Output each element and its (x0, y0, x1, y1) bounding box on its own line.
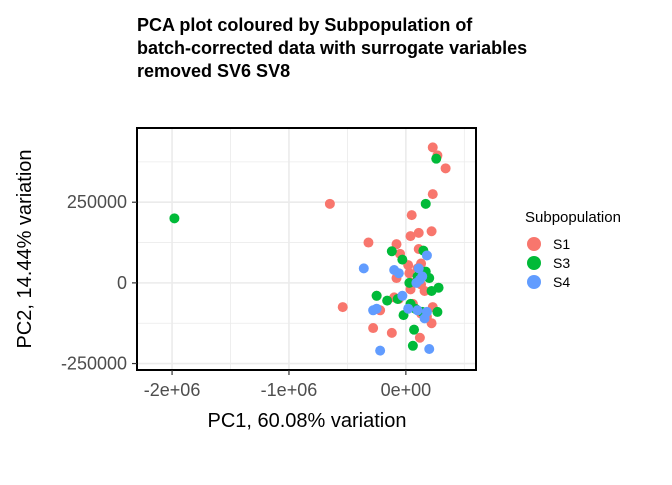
x-tick-label: -1e+06 (261, 380, 318, 400)
point-s4 (424, 344, 435, 355)
legend-key-s1 (527, 237, 541, 251)
x-axis-ticks: -2e+06 -1e+06 0e+00 (144, 370, 431, 400)
y-tick-label: 250000 (67, 192, 127, 212)
point-s3 (386, 246, 397, 257)
point-s4 (403, 303, 414, 314)
legend-label-s3: S3 (553, 255, 570, 271)
x-tick-label: 0e+00 (381, 380, 432, 400)
point-s1 (406, 210, 417, 221)
point-s1 (324, 198, 335, 209)
data-points (169, 142, 451, 356)
point-s4 (371, 303, 382, 314)
plot-border (136, 127, 477, 371)
point-s1 (337, 302, 348, 313)
point-s4 (375, 345, 386, 356)
point-s3 (382, 295, 393, 306)
y-tick-label: 0 (117, 273, 127, 293)
legend-items: S1 S3 S4 (527, 236, 570, 290)
legend: Subpopulation S1 S3 S4 (525, 209, 621, 290)
point-s4 (393, 268, 404, 279)
point-s1 (368, 323, 379, 334)
legend-label-s4: S4 (553, 274, 570, 290)
point-s1 (363, 237, 374, 248)
point-s4 (414, 274, 425, 285)
point-s1 (405, 231, 416, 242)
point-s1 (426, 318, 437, 329)
point-s1 (386, 327, 397, 338)
chart-title-line-1: PCA plot coloured by Subpopulation of (137, 15, 473, 35)
legend-label-s1: S1 (553, 236, 570, 252)
point-s4 (397, 290, 408, 301)
point-s1 (404, 268, 415, 279)
point-s4 (413, 263, 424, 274)
y-axis-label: PC2, 14.44% variation (14, 149, 36, 348)
point-s3 (426, 285, 437, 296)
point-s4 (358, 263, 369, 274)
point-s1 (427, 142, 438, 153)
point-s4 (412, 305, 423, 316)
chart-title-line-3: removed SV6 SV8 (137, 61, 290, 81)
point-s1 (426, 226, 437, 237)
chart-title-line-2: batch-corrected data with surrogate vari… (137, 38, 527, 58)
point-s1 (414, 332, 425, 343)
point-s3 (409, 324, 420, 335)
legend-title: Subpopulation (525, 209, 621, 226)
point-s1 (440, 163, 451, 174)
point-s1 (391, 239, 402, 250)
point-s3 (420, 198, 431, 209)
point-s3 (404, 277, 415, 288)
point-s4 (419, 313, 430, 324)
legend-key-s3 (527, 256, 541, 270)
point-s4 (421, 250, 432, 261)
point-s3 (407, 340, 418, 351)
point-s1 (419, 285, 430, 296)
y-tick-label: -250000 (61, 354, 127, 374)
legend-key-s4 (527, 275, 541, 289)
x-tick-label: -2e+06 (144, 380, 201, 400)
point-s1 (427, 189, 438, 200)
point-s3 (432, 306, 443, 317)
point-s3 (431, 153, 442, 164)
grid-lines (137, 128, 476, 370)
point-s1 (413, 227, 424, 238)
point-s3 (169, 213, 180, 224)
y-axis-ticks: 250000 0 -250000 (61, 192, 137, 374)
point-s3 (397, 254, 408, 265)
point-s3 (371, 290, 382, 301)
x-axis-label: PC1, 60.08% variation (207, 410, 406, 432)
